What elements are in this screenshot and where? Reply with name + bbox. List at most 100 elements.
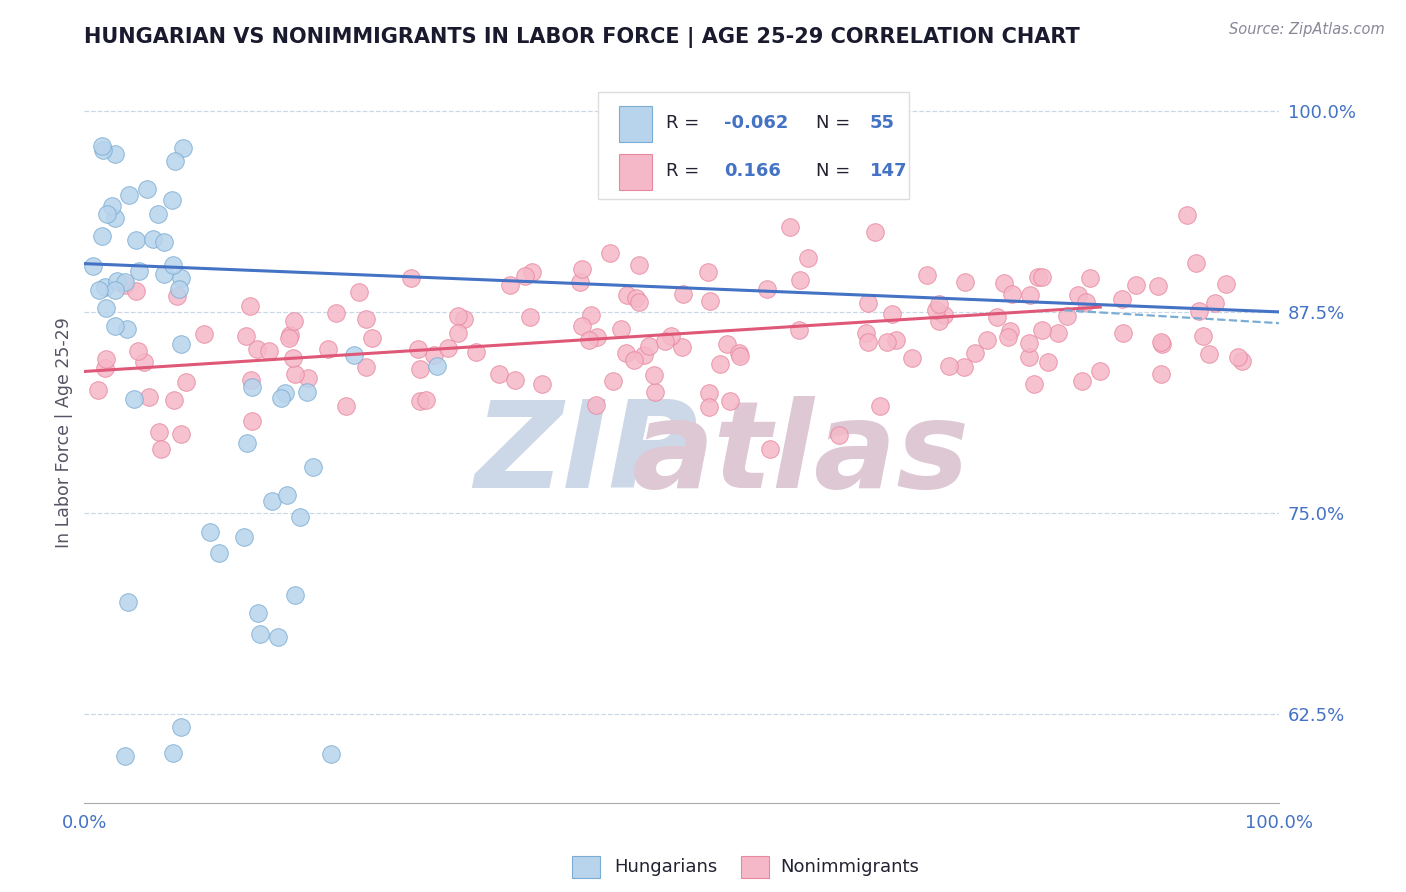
Point: [170, 271, 193, 285]
Point: [728, 349, 751, 363]
Point: [122, 392, 145, 407]
Point: [993, 276, 1015, 290]
Point: [938, 359, 960, 373]
Point: [87, 283, 110, 297]
Point: [928, 296, 950, 310]
Point: [94, 351, 117, 366]
Point: [672, 287, 695, 301]
Point: [965, 345, 987, 359]
Point: [114, 275, 136, 289]
Point: [125, 284, 148, 298]
Point: [278, 327, 301, 342]
Point: [616, 288, 638, 302]
Point: [779, 220, 801, 235]
Point: [1026, 269, 1049, 284]
FancyBboxPatch shape: [619, 106, 652, 142]
Point: [1150, 367, 1173, 381]
Point: [697, 400, 720, 414]
Point: [1192, 329, 1215, 343]
Point: [87, 383, 110, 397]
Point: [1150, 337, 1173, 351]
Point: [360, 331, 382, 345]
Text: R =: R =: [666, 161, 700, 179]
Point: [623, 353, 645, 368]
Text: R =: R =: [666, 114, 700, 132]
Point: [614, 346, 637, 360]
Point: [727, 346, 749, 360]
Point: [720, 394, 742, 409]
Point: [276, 488, 298, 502]
Point: [855, 326, 877, 340]
Text: Source: ZipAtlas.com: Source: ZipAtlas.com: [1229, 22, 1385, 37]
Point: [257, 344, 280, 359]
Point: [167, 282, 190, 296]
Point: [283, 351, 305, 365]
Point: [193, 327, 215, 342]
Point: [406, 343, 429, 357]
Point: [699, 293, 721, 308]
Point: [117, 595, 139, 609]
Point: [828, 428, 851, 442]
Point: [585, 399, 607, 413]
Point: [423, 348, 446, 362]
Point: [114, 749, 136, 764]
Point: [152, 267, 174, 281]
Point: [437, 342, 460, 356]
Point: [797, 252, 820, 266]
Point: [654, 334, 676, 349]
Point: [115, 322, 138, 336]
Point: [284, 368, 307, 382]
Point: [880, 307, 903, 321]
Point: [447, 326, 470, 340]
Point: [104, 147, 127, 161]
Point: [240, 379, 263, 393]
Point: [1056, 310, 1078, 324]
Text: HUNGARIAN VS NONIMMIGRANTS IN LABOR FORCE | AGE 25-29 CORRELATION CHART: HUNGARIAN VS NONIMMIGRANTS IN LABOR FORC…: [84, 27, 1080, 48]
Point: [976, 333, 998, 347]
Point: [1018, 288, 1040, 302]
Point: [579, 308, 602, 322]
Point: [716, 336, 738, 351]
Point: [755, 281, 778, 295]
Point: [162, 392, 184, 407]
Point: [128, 264, 150, 278]
Point: [354, 311, 377, 326]
Point: [170, 337, 193, 351]
Point: [142, 232, 165, 246]
Point: [125, 233, 148, 247]
Point: [787, 324, 810, 338]
Point: [127, 343, 149, 358]
Point: [633, 348, 655, 362]
Point: [569, 275, 592, 289]
Point: [240, 373, 263, 387]
Point: [915, 268, 938, 282]
Point: [1215, 277, 1237, 291]
Point: [1018, 350, 1040, 364]
Point: [925, 302, 948, 317]
Point: [105, 274, 128, 288]
Point: [447, 310, 470, 324]
Point: [638, 339, 661, 353]
Point: [1022, 376, 1045, 391]
Point: [624, 291, 647, 305]
Point: [249, 626, 271, 640]
Point: [270, 391, 292, 405]
Point: [165, 153, 187, 168]
Point: [274, 385, 297, 400]
Point: [531, 376, 554, 391]
Point: [114, 278, 136, 293]
Point: [610, 321, 633, 335]
Point: [302, 460, 325, 475]
Point: [235, 436, 257, 450]
Point: [235, 329, 257, 343]
Point: [170, 720, 193, 734]
Point: [170, 427, 193, 442]
Point: [297, 385, 319, 400]
Point: [503, 373, 526, 387]
Point: [233, 529, 256, 543]
Text: Nonimmigrants: Nonimmigrants: [780, 858, 920, 876]
Point: [247, 606, 270, 620]
Point: [997, 330, 1019, 344]
Point: [1147, 279, 1170, 293]
Point: [1038, 355, 1060, 369]
